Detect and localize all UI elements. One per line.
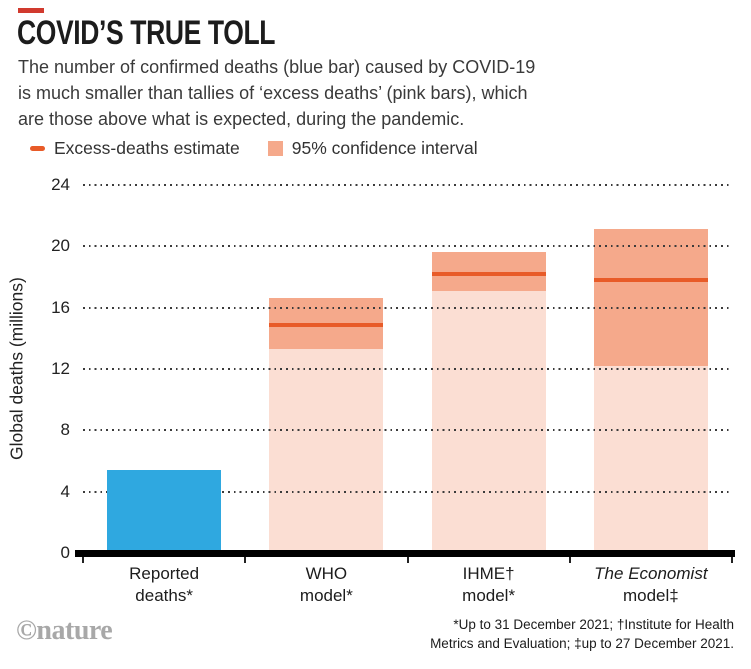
- gridline-20: [83, 245, 732, 248]
- x-category-label: IHME† model*: [408, 563, 570, 607]
- gridline-12: [83, 368, 732, 370]
- x-category-label: WHO model*: [245, 563, 407, 607]
- x-axis-tick: [82, 557, 84, 563]
- x-axis-tick: [244, 557, 247, 563]
- excess-deaths-estimate-line: [431, 271, 546, 276]
- y-tick-label-24: 24: [51, 175, 70, 194]
- category-label-line1: Reported: [129, 564, 200, 583]
- footnote-line: *Up to 31 December 2021; †Institute for …: [453, 617, 734, 632]
- gridline-4: [83, 490, 732, 493]
- y-tick-label-8: 8: [60, 420, 70, 440]
- nature-logo: ©nature: [16, 615, 113, 646]
- gridline-16: [83, 306, 732, 309]
- category-label-line2: deaths*: [135, 586, 193, 605]
- category-label-line2: model‡: [622, 586, 679, 605]
- y-tick-label-4: 4: [60, 481, 70, 501]
- category-label-line1: IHME†: [462, 564, 515, 583]
- chart-subtitle: The number of confirmed deaths (blue bar…: [18, 54, 535, 132]
- gridline-24: [83, 184, 732, 186]
- subtitle-line: The number of confirmed deaths (blue bar…: [18, 57, 536, 77]
- estimate-line-swatch-icon: [30, 146, 45, 151]
- footnote: *Up to 31 December 2021; †Institute for …: [394, 615, 734, 653]
- y-tick-label-20: 20: [51, 236, 70, 256]
- x-axis-tick: [731, 557, 733, 563]
- confidence-interval-band: [593, 229, 708, 366]
- x-category-label: Reported deaths*: [83, 563, 245, 607]
- category-label-line1: WHO: [305, 564, 348, 583]
- bar-ihme--range: [431, 252, 546, 553]
- confidence-interval-swatch-icon: [267, 141, 283, 156]
- subtitle-line: are those above what is expected, during…: [18, 109, 465, 129]
- category-label-line2: model*: [462, 586, 516, 605]
- y-tick-label-16: 16: [51, 297, 70, 317]
- nature-accent-dash: [18, 8, 44, 13]
- gridline-8: [83, 429, 732, 432]
- excess-deaths-estimate-line: [593, 278, 708, 283]
- legend-ci-label: 95% confidence interval: [291, 138, 478, 158]
- chart-legend: Excess-deaths estimate 95% confidence in…: [30, 138, 478, 159]
- x-category-label: The Economist model‡: [570, 563, 732, 607]
- subtitle-line: is much smaller than tallies of ‘excess …: [18, 83, 528, 103]
- category-label-line1: The Economist: [594, 564, 708, 583]
- excess-deaths-estimate-line: [269, 322, 384, 327]
- page-title: COVID’S TRUE TOLL: [17, 14, 276, 52]
- x-axis-tick: [406, 557, 409, 563]
- bar-reported-deaths: [107, 470, 222, 553]
- y-tick-label-0: 0: [60, 543, 70, 562]
- confidence-interval-band: [431, 252, 546, 291]
- x-axis-line: [75, 550, 735, 557]
- category-label-line2: model*: [299, 586, 353, 605]
- legend-estimate-label: Excess-deaths estimate: [54, 138, 240, 158]
- footnote-line: Metrics and Evaluation; ‡up to 27 Decemb…: [430, 636, 734, 651]
- x-axis-tick: [568, 557, 571, 563]
- y-axis-label: Global deaths (millions): [6, 277, 27, 461]
- y-tick-label-12: 12: [51, 359, 70, 378]
